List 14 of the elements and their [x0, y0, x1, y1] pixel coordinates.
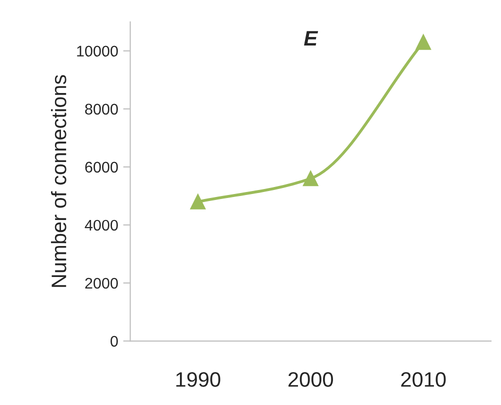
x-tick-label: 1990: [176, 372, 220, 387]
y-tick-label: 4000: [84, 220, 118, 231]
x-tick-label: 2010: [401, 372, 446, 387]
y-tick-label: 2000: [85, 278, 118, 289]
y-tick-label: 10000: [77, 46, 118, 57]
point: [190, 194, 206, 210]
point: [416, 34, 431, 50]
y-tick-label: 6000: [85, 162, 118, 173]
point: [302, 170, 318, 186]
y-axis-title: Number of connections: [51, 75, 66, 287]
chart-title: E: [304, 31, 318, 46]
y-tick-label: 8000: [85, 104, 118, 115]
y-tick-label: 0: [110, 336, 118, 347]
x-tick-label: 2000: [288, 372, 333, 387]
